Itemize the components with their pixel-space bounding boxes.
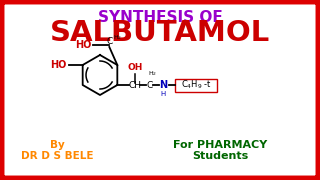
Text: C: C xyxy=(106,37,112,46)
Text: N: N xyxy=(159,80,167,90)
Text: By: By xyxy=(50,140,64,150)
Text: Students: Students xyxy=(192,151,248,161)
Text: CH: CH xyxy=(129,80,142,89)
Text: C$_4$H$_9$ -t: C$_4$H$_9$ -t xyxy=(181,79,212,91)
Text: SYNTHESIS OF: SYNTHESIS OF xyxy=(98,10,222,24)
Text: HO: HO xyxy=(50,60,67,70)
Text: DR D S BELE: DR D S BELE xyxy=(21,151,93,161)
Text: HO: HO xyxy=(75,40,91,50)
Text: H$_2$: H$_2$ xyxy=(148,69,157,78)
Text: SALBUTAMOL: SALBUTAMOL xyxy=(50,19,270,47)
Text: OH: OH xyxy=(128,63,143,72)
Text: H$_2$: H$_2$ xyxy=(113,33,123,42)
Text: H: H xyxy=(161,91,166,97)
Text: For PHARMACY: For PHARMACY xyxy=(173,140,267,150)
Text: C: C xyxy=(146,80,152,89)
Bar xyxy=(175,78,217,91)
